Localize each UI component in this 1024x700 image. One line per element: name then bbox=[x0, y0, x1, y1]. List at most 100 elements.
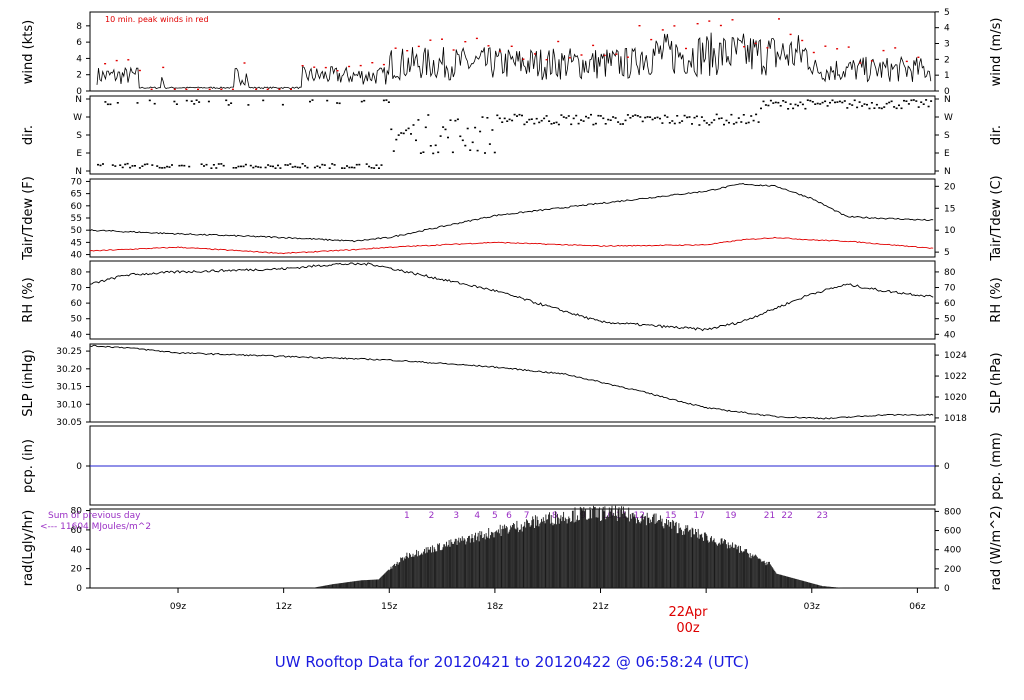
dir-point bbox=[422, 151, 425, 153]
rad-tick-label-l-2: 40 bbox=[71, 545, 83, 555]
dir-point bbox=[415, 139, 417, 142]
dir-point bbox=[173, 100, 176, 103]
temp-tick-label-r-1: 10 bbox=[944, 226, 956, 236]
dir-point bbox=[700, 116, 703, 118]
dir-point bbox=[575, 114, 578, 117]
dir-point bbox=[691, 123, 693, 125]
dir-point bbox=[880, 107, 883, 110]
dir-point bbox=[811, 101, 814, 103]
temp-tick-label-r-2: 15 bbox=[944, 204, 955, 214]
dir-point bbox=[710, 121, 713, 124]
dir-point bbox=[419, 152, 422, 154]
dir-point bbox=[163, 166, 166, 169]
dir-point bbox=[262, 99, 265, 102]
wind-peak-mark bbox=[208, 88, 211, 90]
date-label-hour: 00z bbox=[676, 621, 700, 636]
temp-tick-label-r-3: 20 bbox=[944, 182, 956, 192]
dir-point bbox=[523, 123, 526, 126]
rad-tick-label-l-0: 0 bbox=[76, 584, 82, 594]
wind-peak-mark bbox=[231, 88, 234, 90]
dir-point bbox=[136, 102, 139, 104]
dir-point bbox=[476, 149, 479, 152]
dir-point bbox=[769, 99, 772, 102]
dir-point bbox=[183, 164, 186, 167]
dir-point bbox=[572, 117, 575, 120]
temp-panel: Tair/Tdew (F) Tair/Tdew (C) 40 45 50 55 60 65… bbox=[21, 175, 1004, 261]
dir-point bbox=[755, 113, 758, 116]
wind-peak-mark bbox=[615, 53, 618, 55]
dir-point bbox=[442, 126, 445, 128]
wind-peak-mark bbox=[708, 20, 711, 22]
dir-point bbox=[459, 135, 462, 138]
dir-point bbox=[582, 120, 585, 122]
dir-point bbox=[767, 104, 770, 107]
rad-hour-label: 15 bbox=[665, 511, 676, 521]
dir-tick-label-r-4: N bbox=[944, 95, 951, 105]
dir-point bbox=[289, 163, 292, 165]
dir-point bbox=[915, 100, 918, 102]
dir-point bbox=[819, 103, 822, 105]
rad-hour-label: 4 bbox=[474, 511, 480, 521]
dir-point bbox=[740, 121, 743, 123]
pcp-tick-label-r-0: 0 bbox=[944, 462, 950, 472]
wind-peak-mark bbox=[185, 88, 188, 90]
rad-tick-label-l-3: 60 bbox=[71, 526, 83, 536]
dir-point bbox=[742, 114, 745, 116]
dir-point bbox=[274, 167, 277, 169]
wind-peak-mark bbox=[417, 45, 420, 48]
wind-tick-label-l-3: 6 bbox=[76, 38, 82, 48]
dir-point bbox=[898, 104, 900, 107]
dir-point bbox=[703, 119, 706, 122]
dir-point bbox=[257, 166, 260, 168]
dir-point bbox=[599, 115, 602, 117]
dir-point bbox=[511, 119, 514, 122]
dir-point bbox=[434, 144, 437, 147]
dir-point bbox=[331, 163, 334, 165]
dir-point bbox=[358, 163, 361, 166]
dir-point bbox=[922, 103, 925, 105]
dir-point bbox=[609, 119, 612, 121]
dir-point bbox=[254, 165, 257, 168]
dir-point bbox=[525, 121, 528, 123]
dir-point bbox=[304, 165, 307, 167]
rad-tick-label-r-1: 200 bbox=[944, 565, 961, 575]
dir-point bbox=[863, 103, 866, 105]
wind-ylabel-right: wind (m/s) bbox=[989, 18, 1004, 87]
wind-peak-mark bbox=[220, 88, 223, 90]
wind-tick-label-r-5: 5 bbox=[944, 8, 950, 18]
dir-point bbox=[656, 116, 659, 119]
dir-point bbox=[698, 124, 701, 126]
dir-point bbox=[249, 164, 252, 167]
dir-point bbox=[893, 106, 896, 108]
dir-point bbox=[503, 117, 506, 120]
rad-hour-label: 21 bbox=[764, 511, 775, 521]
dir-point bbox=[671, 120, 674, 122]
dir-point bbox=[607, 118, 610, 121]
dir-point bbox=[193, 103, 196, 105]
dir-point bbox=[846, 107, 849, 109]
dewpoint-series bbox=[89, 236, 934, 255]
slp-tick-label-l-1: 30.10 bbox=[56, 400, 82, 410]
wind-peak-mark bbox=[371, 62, 374, 64]
dir-point bbox=[311, 99, 314, 101]
dir-tick-label-r-1: E bbox=[944, 149, 950, 159]
wind-peak-mark bbox=[464, 41, 467, 43]
wind-peak-annotation: 10 min. peak winds in red bbox=[105, 15, 209, 24]
wind-peak-mark bbox=[290, 88, 292, 90]
rh-tick-label-l-2: 60 bbox=[71, 299, 83, 309]
dir-point bbox=[370, 167, 373, 169]
dir-point bbox=[168, 166, 171, 168]
dir-point bbox=[235, 167, 238, 169]
dir-point bbox=[385, 99, 388, 101]
dir-tick-label-r-0: N bbox=[944, 167, 951, 177]
dir-point bbox=[294, 165, 297, 168]
dir-point bbox=[659, 117, 661, 120]
dir-point bbox=[217, 163, 220, 165]
rad-hour-label: 22 bbox=[781, 511, 792, 521]
dir-point bbox=[757, 121, 760, 123]
dir-point bbox=[868, 107, 871, 110]
dir-point bbox=[449, 119, 452, 121]
slp-ylabel-left: SLP (inHg) bbox=[21, 349, 36, 417]
dir-point bbox=[735, 121, 738, 124]
